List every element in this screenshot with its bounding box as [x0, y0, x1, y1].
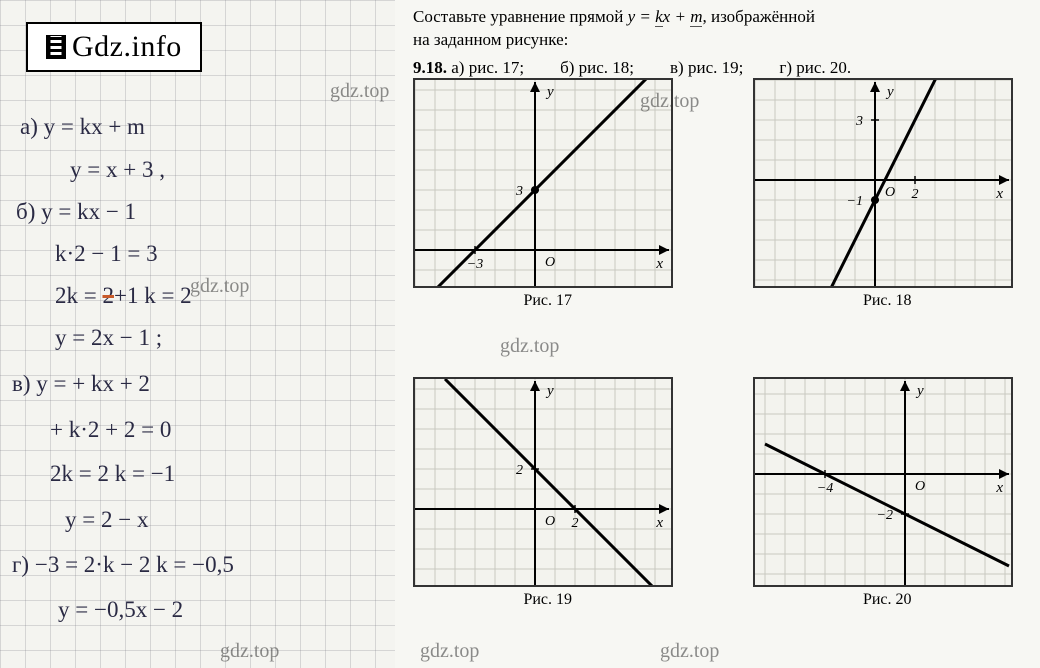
chart-20: yxO−4−2 Рис. 20 [753, 377, 1023, 658]
hand-line-4: k·2 − 1 = 3 [55, 242, 158, 265]
svg-text:−1: −1 [846, 194, 862, 209]
svg-text:2: 2 [911, 187, 918, 202]
svg-text:O: O [545, 514, 555, 529]
hand-line-1: а) y = kx + m [20, 115, 145, 138]
chart-19: yxO22 Рис. 19 [413, 377, 683, 658]
hand-line-9: 2k = 2 k = −1 [50, 462, 175, 485]
logo-text: Gdz.info [72, 30, 182, 64]
svg-text:O: O [885, 185, 895, 200]
hand-line-7: в) y = + kx + 2 [12, 372, 150, 395]
hand-line-10: y = 2 − x [65, 508, 148, 531]
hand-line-12: y = −0,5x − 2 [58, 598, 183, 621]
svg-text:y: y [545, 84, 554, 100]
logo: Gdz.info [26, 22, 202, 72]
options-row: 9.18. а) рис. 17; б) рис. 18; в) рис. 19… [413, 58, 1030, 78]
svg-text:−2: −2 [876, 508, 892, 523]
svg-text:2: 2 [516, 463, 523, 478]
hand-line-6: y = 2x − 1 ; [55, 326, 162, 349]
hand-line-5: 2k = 2+1 k = 2 [55, 284, 192, 307]
svg-text:−3: −3 [467, 257, 483, 272]
equation: y = kx + m [628, 7, 703, 27]
svg-text:−4: −4 [816, 481, 832, 496]
svg-text:O: O [545, 255, 555, 270]
chart-17: yxO−33 Рис. 17 [413, 78, 683, 359]
svg-text:x: x [995, 186, 1003, 202]
svg-text:2: 2 [572, 516, 579, 531]
hand-line-2: y = x + 3 , [70, 158, 165, 181]
svg-text:x: x [655, 515, 663, 531]
svg-text:y: y [915, 383, 924, 399]
svg-text:3: 3 [515, 184, 523, 199]
svg-text:x: x [995, 480, 1003, 496]
svg-text:y: y [885, 84, 894, 100]
svg-text:x: x [655, 256, 663, 272]
handwritten-panel: Gdz.info а) y = kx + m y = x + 3 , б) y … [0, 0, 395, 668]
svg-text:O: O [915, 479, 925, 494]
task-text: Составьте уравнение прямой y = kx + m, и… [413, 6, 1030, 52]
svg-text:3: 3 [855, 114, 863, 129]
problem-panel: Составьте уравнение прямой y = kx + m, и… [395, 0, 1040, 668]
film-icon [46, 35, 66, 59]
hand-line-11: г) −3 = 2·k − 2 k = −0,5 [12, 553, 234, 576]
hand-line-8: + k·2 + 2 = 0 [50, 418, 171, 441]
svg-text:y: y [545, 383, 554, 399]
chart-18: yxO23−1 Рис. 18 [753, 78, 1023, 359]
charts-grid: yxO−33 Рис. 17 yxO23−1 Рис. 18 yxO22 Рис… [413, 78, 1022, 658]
hand-line-3: б) y = kx − 1 [16, 200, 136, 223]
